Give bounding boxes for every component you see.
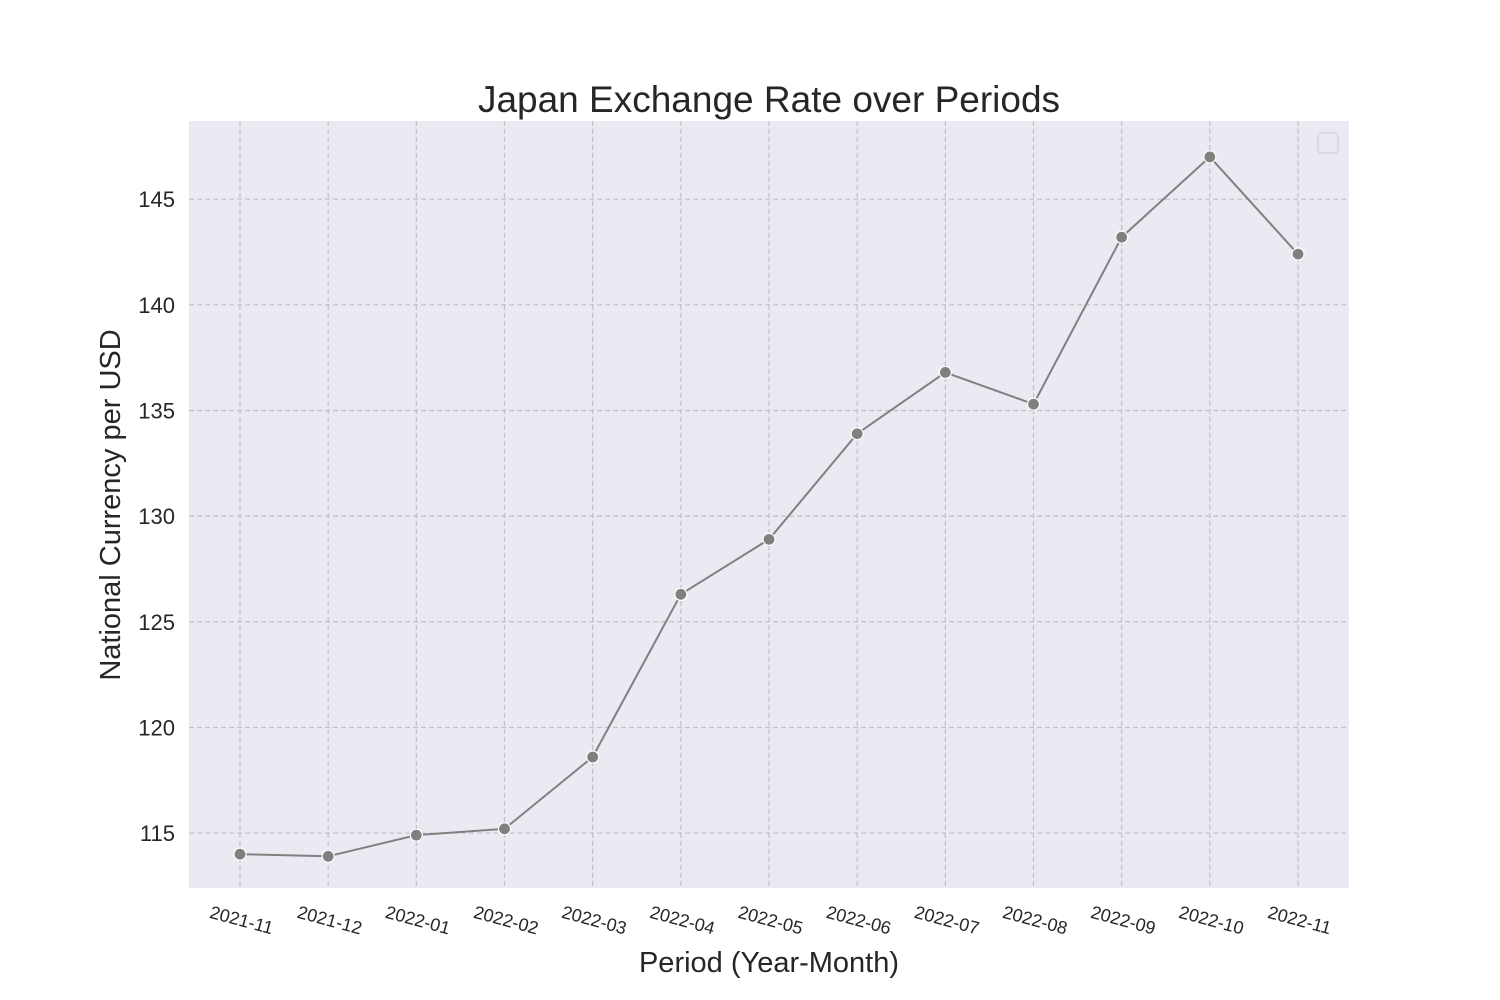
x-tick-label: 2022-01	[383, 902, 452, 938]
y-tick-label: 115	[140, 821, 175, 846]
data-point	[497, 822, 512, 836]
x-tick-label: 2022-08	[1001, 902, 1070, 938]
y-tick-label: 120	[138, 715, 175, 740]
data-point	[762, 532, 776, 546]
data-point	[1026, 397, 1041, 411]
y-tick-label: 135	[138, 398, 175, 423]
data-point	[938, 365, 952, 380]
x-tick-label: 2022-11	[1266, 902, 1334, 938]
x-tick-label: 2021-12	[295, 902, 364, 938]
x-tick-label: 2022-10	[1177, 902, 1246, 938]
x-tick-label: 2022-06	[824, 902, 893, 938]
data-point	[1203, 150, 1217, 164]
data-point	[409, 828, 423, 842]
series-layer	[233, 150, 1305, 863]
data-point	[321, 849, 335, 863]
data-point	[1291, 247, 1305, 261]
x-tick-label: 2022-09	[1089, 902, 1158, 938]
data-point	[233, 847, 247, 861]
data-point	[586, 750, 600, 764]
data-point	[850, 427, 864, 441]
chart-title: Japan Exchange Rate over Periods	[478, 79, 1060, 120]
x-tick-label: 2022-02	[472, 902, 541, 938]
x-axis-ticks: 2021-11 2021-12 2022-01 2022-02 2022-03 2022-…	[208, 902, 1334, 938]
plot-area	[189, 121, 1349, 888]
data-point	[674, 587, 688, 601]
y-tick-label: 130	[138, 504, 175, 529]
grid	[189, 121, 1349, 888]
y-axis-ticks: 115 120 125 130 135 140 145	[138, 187, 175, 846]
x-tick-label: 2021-11	[208, 902, 276, 938]
x-tick-label: 2022-04	[648, 902, 717, 938]
x-tick-label: 2022-07	[912, 902, 981, 938]
legend	[1317, 132, 1339, 154]
y-tick-label: 125	[138, 610, 175, 635]
y-tick-label: 140	[138, 293, 175, 318]
x-axis-title: Period (Year-Month)	[639, 947, 899, 979]
y-tick-label: 145	[138, 187, 175, 212]
x-tick-label: 2022-03	[560, 902, 629, 938]
y-axis-title: National Currency per USD	[95, 329, 127, 680]
x-tick-label: 2022-05	[736, 902, 805, 938]
data-point	[1115, 230, 1129, 244]
